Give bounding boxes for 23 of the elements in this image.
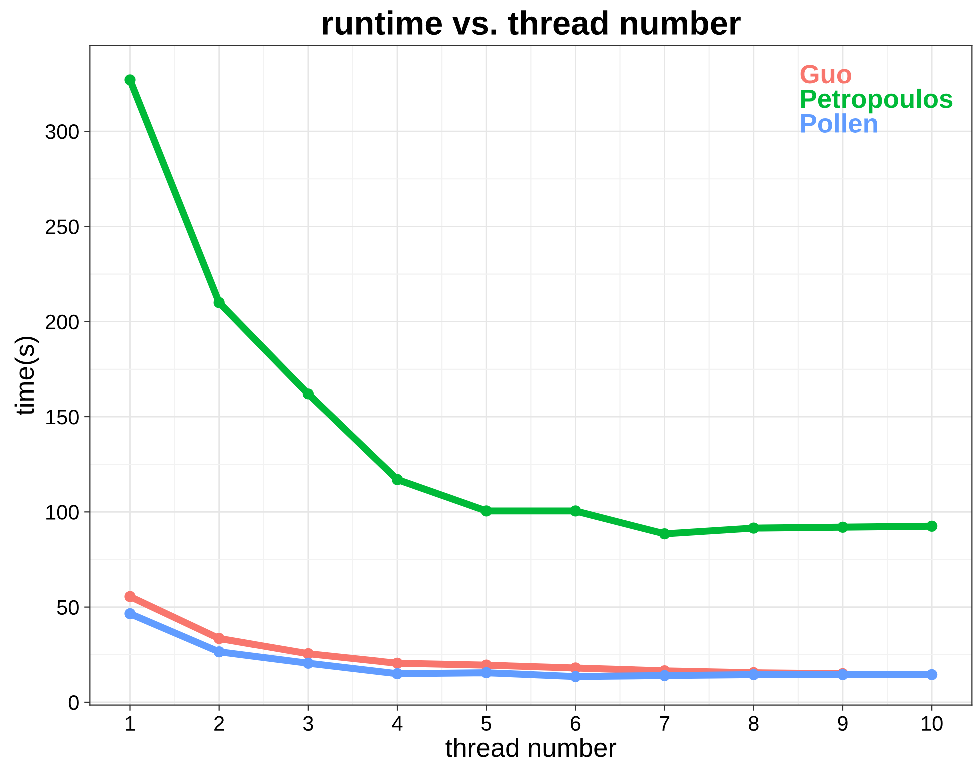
x-tick-label: 1 xyxy=(126,716,136,731)
y-tick-label: 300 xyxy=(46,124,79,140)
y-tick-label: 250 xyxy=(46,220,79,234)
x-tick-label: 7 xyxy=(660,716,670,731)
x-tick-label: 2 xyxy=(214,716,224,731)
y-axis-title: time(s) xyxy=(14,336,40,416)
y-tick-label: 0 xyxy=(68,695,79,710)
x-tick-label: 5 xyxy=(482,716,492,732)
y-tick-label: 200 xyxy=(46,314,79,330)
text: Petropoulos xyxy=(802,88,953,114)
text: Pollen xyxy=(802,114,878,133)
x-tick-label: 3 xyxy=(303,716,314,732)
text: Guo xyxy=(800,65,852,84)
chart-title: runtime vs. thread number xyxy=(323,10,741,36)
x-tick-label: 6 xyxy=(570,716,581,732)
x-tick-label: 9 xyxy=(838,716,848,732)
x-tick-label: 10 xyxy=(922,716,943,732)
y-tick-label: 100 xyxy=(46,505,79,520)
x-tick-label: 8 xyxy=(749,716,759,732)
y-tick-label: 150 xyxy=(46,410,79,425)
x-axis-title: thread number xyxy=(446,738,617,758)
x-tick-label: 4 xyxy=(392,716,403,731)
y-tick-label: 50 xyxy=(57,600,79,616)
